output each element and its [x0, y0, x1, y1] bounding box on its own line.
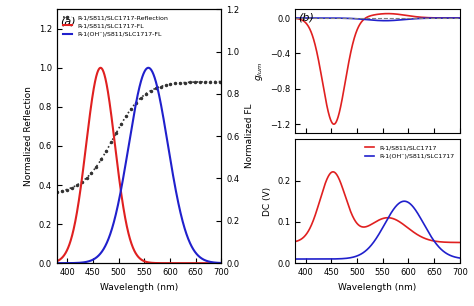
R-1(OH⁻)/S811/SLC1717-FL: [167, 155, 173, 159]
Y-axis label: Normalized FL: Normalized FL: [245, 104, 254, 168]
R-1(OH⁻)/S811/SLC1717-FL: [120, 175, 126, 179]
R-1/S811/SLC1717-Reflection: [182, 81, 188, 84]
R-1/S811/SLC1717-FL: [54, 259, 60, 263]
Text: (a): (a): [60, 17, 76, 27]
R-1/S811/SLC1717-FL: [98, 66, 103, 70]
Text: (b): (b): [299, 13, 314, 23]
R-1/S811/SLC1717-Reflection: [71, 185, 76, 188]
R-1/S811/SLC1717-Reflection: [120, 118, 126, 122]
Line: R-1(OH⁻)/S811/SLC1717-FL: R-1(OH⁻)/S811/SLC1717-FL: [57, 68, 221, 263]
Y-axis label: Normalized Reflection: Normalized Reflection: [24, 86, 33, 186]
Line: R-1/S811/SLC1717-Reflection: R-1/S811/SLC1717-Reflection: [55, 80, 223, 194]
R-1/S811/SLC1717-FL: [71, 227, 76, 231]
R-1(OH⁻)/S811/SLC1717-FL: [219, 261, 224, 265]
R-1(OH⁻)/S811/SLC1717-FL: [182, 229, 188, 232]
R-1/S811/SLC1717-FL: [182, 261, 188, 265]
R-1/S811/SLC1717-FL: [167, 261, 173, 265]
X-axis label: Wavelength (nm): Wavelength (nm): [338, 282, 417, 292]
R-1(OH⁻)/S811/SLC1717-FL: [71, 261, 76, 265]
R-1/S811/SLC1717-FL: [219, 261, 224, 265]
R-1/S811/SLC1717-FL: [127, 235, 132, 239]
Line: R-1/S811/SLC1717-FL: R-1/S811/SLC1717-FL: [57, 68, 221, 263]
R-1/S811/SLC1717-Reflection: [127, 110, 132, 113]
R-1(OH⁻)/S811/SLC1717-FL: [127, 140, 132, 144]
R-1/S811/SLC1717-Reflection: [167, 83, 173, 86]
Y-axis label: $g_{lum}$: $g_{lum}$: [254, 62, 264, 81]
X-axis label: Wavelength (nm): Wavelength (nm): [100, 282, 178, 292]
R-1/S811/SLC1717-Reflection: [185, 80, 191, 84]
R-1(OH⁻)/S811/SLC1717-FL: [146, 66, 151, 70]
R-1(OH⁻)/S811/SLC1717-FL: [54, 261, 60, 265]
R-1/S811/SLC1717-FL: [121, 207, 127, 211]
Legend: R-1/S811/SLC1717-Reflection, R-1/S811/SLC1717-FL, R-1(OH⁻)/S811/SLC1717-FL: R-1/S811/SLC1717-Reflection, R-1/S811/SL…: [60, 12, 170, 40]
R-1/S811/SLC1717-FL: [185, 261, 191, 265]
R-1/S811/SLC1717-Reflection: [54, 190, 60, 194]
Y-axis label: DC (V): DC (V): [263, 187, 272, 216]
Legend: R-1/S811/SLC1717, R-1(OH⁻)/S811/SLC1717: R-1/S811/SLC1717, R-1(OH⁻)/S811/SLC1717: [362, 142, 456, 161]
R-1(OH⁻)/S811/SLC1717-FL: [185, 237, 191, 241]
R-1/S811/SLC1717-Reflection: [219, 80, 224, 84]
